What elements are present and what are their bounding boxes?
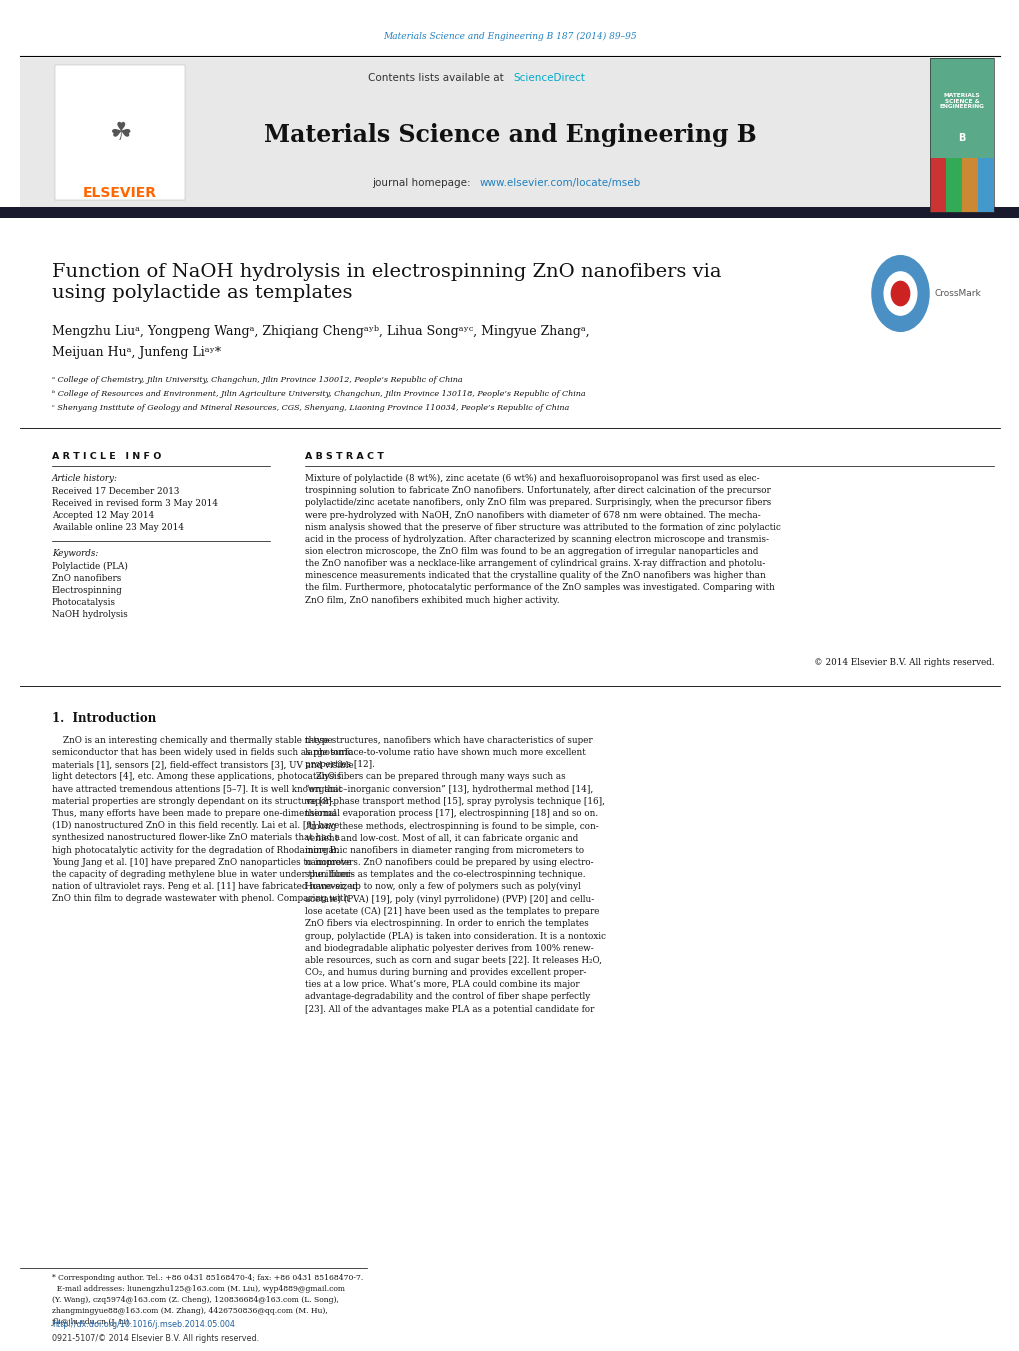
Text: ᶜ Shenyang Institute of Geology and Mineral Resources, CGS, Shenyang, Liaoning P: ᶜ Shenyang Institute of Geology and Mine…: [52, 404, 569, 412]
Bar: [55, 65, 184, 200]
Text: Mixture of polylactide (8 wt%), zinc acetate (6 wt%) and hexafluoroisopropanol w: Mixture of polylactide (8 wt%), zinc ace…: [305, 474, 781, 605]
Text: Received 17 December 2013: Received 17 December 2013: [52, 486, 179, 496]
Bar: [961, 158, 977, 212]
Text: Keywords:: Keywords:: [52, 549, 98, 558]
Bar: [0, 207, 1019, 218]
Bar: [946, 158, 961, 212]
Text: ᵇ College of Resources and Environment, Jilin Agriculture University, Changchun,: ᵇ College of Resources and Environment, …: [52, 390, 585, 399]
Text: ᵃ College of Chemistry, Jilin University, Changchun, Jilin Province 130012, Peop: ᵃ College of Chemistry, Jilin University…: [52, 376, 463, 384]
Text: Available online 23 May 2014: Available online 23 May 2014: [52, 523, 183, 532]
Text: these structures, nanofibers which have characteristics of super
large surface-t: these structures, nanofibers which have …: [305, 736, 605, 1013]
Text: http://dx.doi.org/10.1016/j.mseb.2014.05.004: http://dx.doi.org/10.1016/j.mseb.2014.05…: [52, 1320, 234, 1329]
Text: Function of NaOH hydrolysis in electrospinning ZnO nanofibers via
using polylact: Function of NaOH hydrolysis in electrosp…: [52, 263, 720, 301]
Text: NaOH hydrolysis: NaOH hydrolysis: [52, 611, 127, 619]
Bar: [929, 58, 994, 212]
Text: ☘: ☘: [109, 122, 131, 145]
Text: ZnO nanofibers: ZnO nanofibers: [52, 574, 121, 584]
Text: CrossMark: CrossMark: [933, 289, 980, 299]
Text: Mengzhu Liuᵃ, Yongpeng Wangᵃ, Zhiqiang Chengᵃʸᵇ, Lihua Songᵃʸᶜ, Mingyue Zhangᵃ,: Mengzhu Liuᵃ, Yongpeng Wangᵃ, Zhiqiang C…: [52, 326, 589, 338]
Text: www.elsevier.com/locate/mseb: www.elsevier.com/locate/mseb: [479, 178, 640, 188]
Text: B: B: [958, 134, 965, 143]
Bar: [20, 58, 937, 212]
Text: Materials Science and Engineering B 187 (2014) 89–95: Materials Science and Engineering B 187 …: [383, 31, 636, 41]
Text: Photocatalysis: Photocatalysis: [52, 598, 116, 607]
Text: journal homepage:: journal homepage:: [372, 178, 474, 188]
Text: * Corresponding author. Tel.: +86 0431 85168470-4; fax: +86 0431 85168470-7.
  E: * Corresponding author. Tel.: +86 0431 8…: [52, 1274, 363, 1325]
Text: Received in revised form 3 May 2014: Received in revised form 3 May 2014: [52, 499, 218, 508]
Text: A R T I C L E   I N F O: A R T I C L E I N F O: [52, 453, 161, 461]
Text: © 2014 Elsevier B.V. All rights reserved.: © 2014 Elsevier B.V. All rights reserved…: [813, 658, 994, 667]
Text: Materials Science and Engineering B: Materials Science and Engineering B: [264, 123, 755, 147]
Text: Contents lists available at: Contents lists available at: [368, 73, 506, 82]
Text: ScienceDirect: ScienceDirect: [513, 73, 584, 82]
Text: 0921-5107/© 2014 Elsevier B.V. All rights reserved.: 0921-5107/© 2014 Elsevier B.V. All right…: [52, 1333, 259, 1343]
Text: MATERIALS
SCIENCE &
ENGINEERING: MATERIALS SCIENCE & ENGINEERING: [938, 93, 983, 109]
Text: 1.  Introduction: 1. Introduction: [52, 712, 156, 725]
Bar: [929, 58, 994, 158]
Text: Article history:: Article history:: [52, 474, 118, 484]
Text: ZnO is an interesting chemically and thermally stable n-type
semiconductor that : ZnO is an interesting chemically and the…: [52, 736, 358, 902]
Circle shape: [891, 281, 909, 305]
Text: ELSEVIER: ELSEVIER: [83, 186, 157, 200]
Text: Accepted 12 May 2014: Accepted 12 May 2014: [52, 511, 154, 520]
Text: A B S T R A C T: A B S T R A C T: [305, 453, 383, 461]
Circle shape: [883, 272, 916, 315]
Bar: [977, 158, 994, 212]
Text: Polylactide (PLA): Polylactide (PLA): [52, 562, 127, 571]
Circle shape: [871, 255, 928, 331]
Text: Meijuan Huᵃ, Junfeng Liᵃʸ*: Meijuan Huᵃ, Junfeng Liᵃʸ*: [52, 346, 221, 359]
Text: Electrospinning: Electrospinning: [52, 586, 122, 594]
Bar: [929, 158, 946, 212]
